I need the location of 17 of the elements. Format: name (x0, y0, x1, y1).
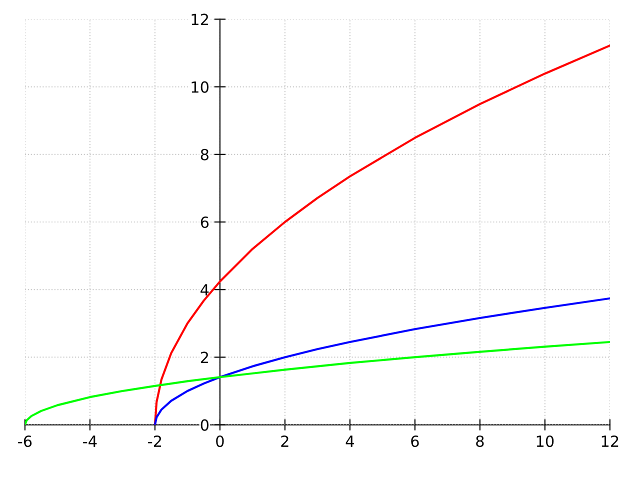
y-tick-label: 6 (200, 216, 209, 228)
x-tick-label: -2 (148, 435, 162, 447)
y-tick-label: 12 (192, 14, 208, 26)
y-tick-label: 4 (200, 284, 209, 296)
y-tick-label: 2 (200, 352, 208, 364)
y-tick-label: 0 (200, 419, 209, 431)
x-tick-label: 12 (602, 435, 618, 447)
x-tick-label: 10 (536, 435, 554, 448)
x-tick-label: -6 (18, 435, 32, 448)
x-tick-label: 0 (216, 435, 224, 448)
y-tick-label: 8 (200, 148, 208, 160)
x-tick-label: -4 (83, 436, 97, 447)
x-tick-label: 8 (476, 435, 484, 448)
x-tick-label: 6 (411, 435, 419, 448)
y-tick-label: 10 (192, 81, 209, 93)
x-tick-label: 4 (346, 436, 354, 447)
x-tick-label: 2 (281, 435, 288, 447)
